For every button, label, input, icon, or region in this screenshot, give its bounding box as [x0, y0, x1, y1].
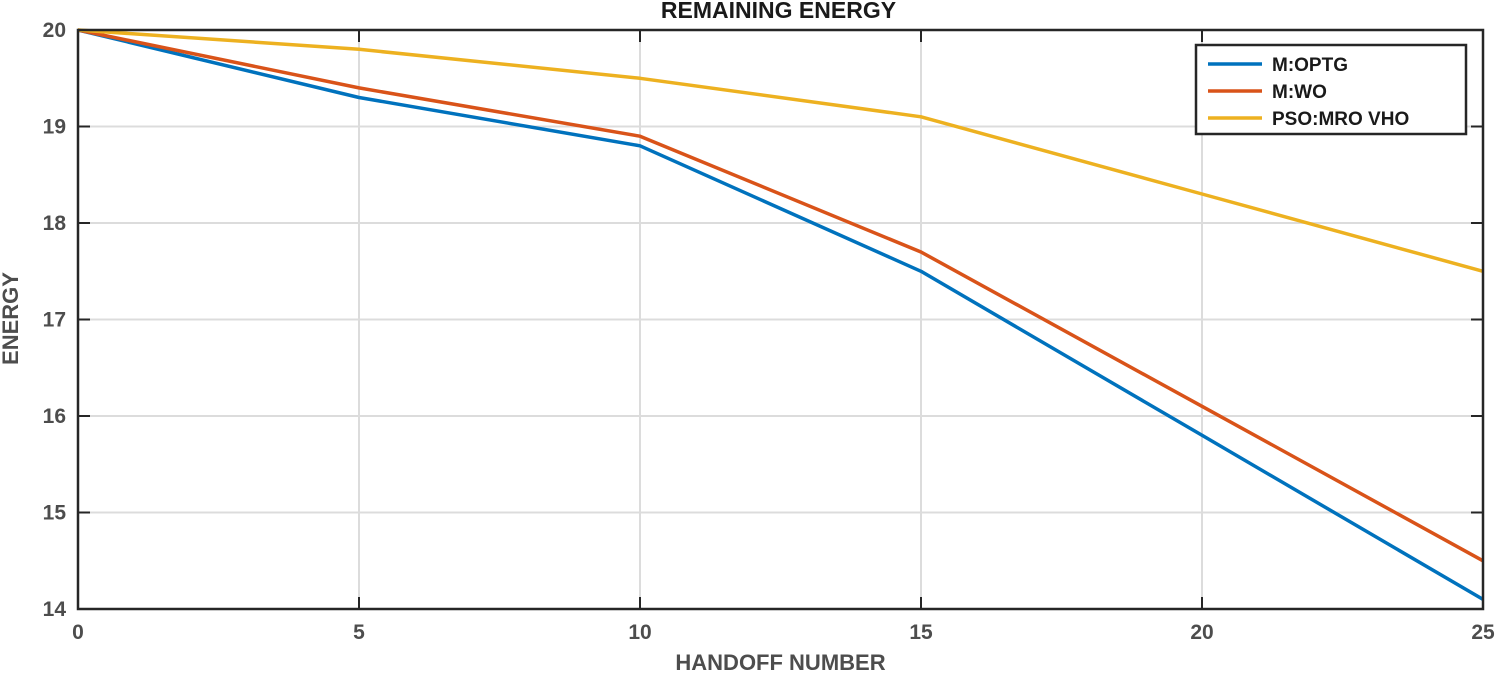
- legend-label-2: PSO:MRO VHO: [1272, 109, 1409, 130]
- y-axis-title: ENERGY: [0, 272, 23, 365]
- y-tick-label-15: 15: [43, 502, 67, 525]
- series-line-2: [77, 28, 1484, 273]
- y-tick-label-18: 18: [43, 212, 67, 235]
- series-line-1: [77, 28, 1484, 563]
- x-tick-label-5: 5: [353, 621, 365, 644]
- plot-frame: [76, 28, 1485, 611]
- y-tick-label-17: 17: [43, 309, 66, 332]
- y-tick-label-20: 20: [43, 19, 66, 42]
- x-axis-title: HANDOFF NUMBER: [675, 650, 885, 673]
- x-tick-labels: 0 5 10 15 20 25: [72, 621, 1495, 644]
- x-tick-label-10: 10: [628, 621, 651, 644]
- x-tick-label-20: 20: [1190, 621, 1213, 644]
- chart-title: REMAINING ENERGY: [661, 0, 896, 23]
- legend-label-1: M:WO: [1272, 82, 1327, 103]
- series-line-0: [77, 28, 1484, 601]
- x-tick-label-25: 25: [1471, 621, 1495, 644]
- legend: M:OPTG M:WO PSO:MRO VHO: [1194, 43, 1468, 136]
- y-tick-label-14: 14: [43, 598, 67, 621]
- y-tick-labels: 14 15 16 17 18 19 20: [43, 19, 67, 621]
- legend-label-0: M:OPTG: [1272, 55, 1348, 76]
- series-lines: [77, 28, 1484, 601]
- y-tick-label-19: 19: [43, 116, 66, 139]
- x-tick-label-15: 15: [909, 621, 933, 644]
- y-tick-label-16: 16: [43, 405, 66, 428]
- x-tick-label-0: 0: [72, 621, 84, 644]
